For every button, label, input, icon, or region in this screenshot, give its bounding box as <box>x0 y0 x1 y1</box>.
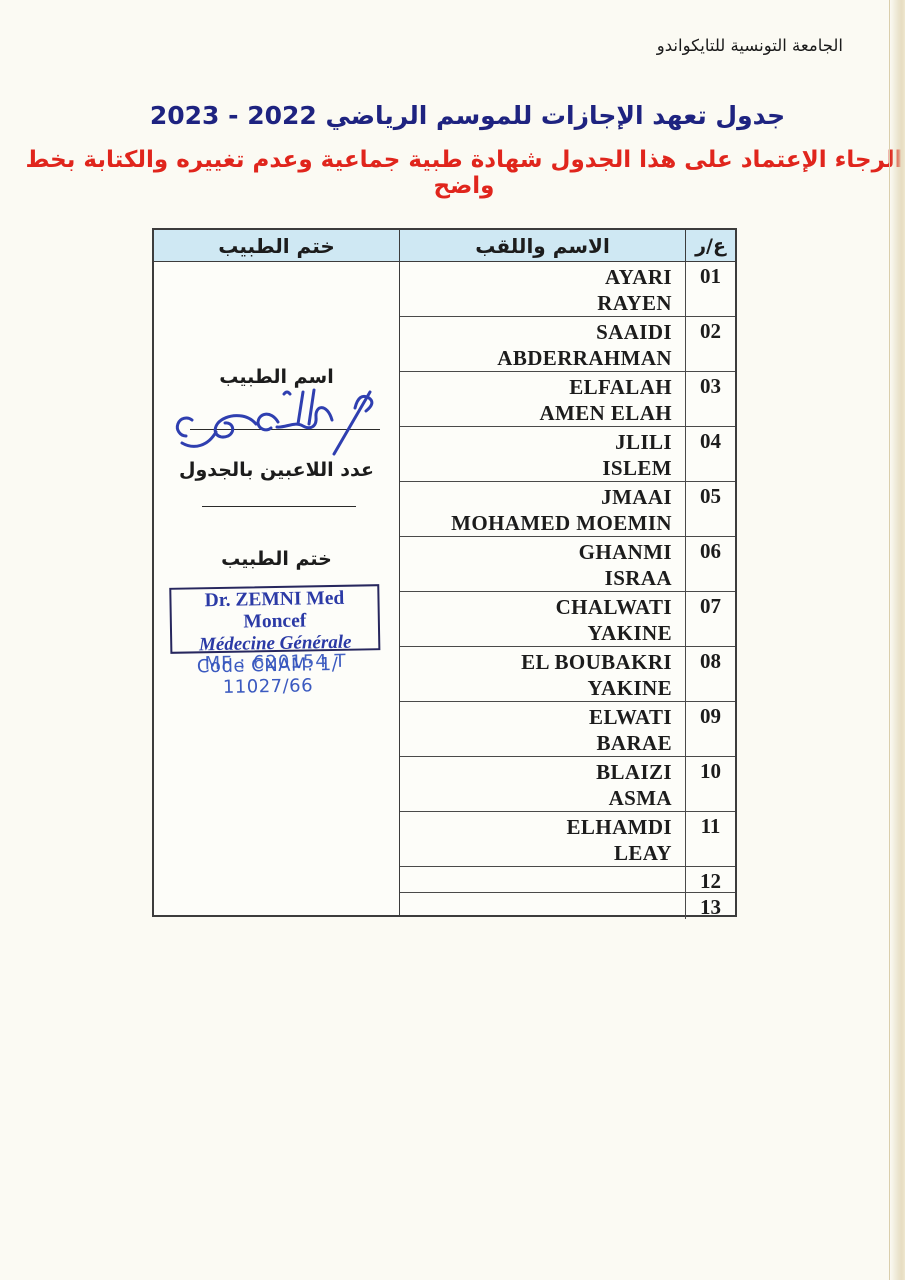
player-firstname: AMEN ELAH <box>539 401 672 425</box>
player-surname: ELHAMDI <box>566 815 672 839</box>
table-row: 13 <box>400 893 735 919</box>
doctor-stamp-column: ختم الطبيب اسم الطبيب عدد اللاعبين بالجد… <box>154 230 400 915</box>
player-surname: GHANMI <box>578 540 672 564</box>
table-header-row: الاسم واللقب ع/ر <box>400 230 735 262</box>
player-firstname: RAYEN <box>597 291 672 315</box>
player-surname: BLAIZI <box>596 760 672 784</box>
stamp-mf-number: MF : 620154 T <box>204 650 347 675</box>
row-number-cell: 11 <box>685 812 735 866</box>
player-name-cell: ELHAMDI LEAY <box>400 812 685 866</box>
row-number-cell: 09 <box>685 702 735 756</box>
stamp-doctor-name: Dr. ZEMNI Med Moncef <box>204 587 345 633</box>
player-name-cell <box>400 893 685 919</box>
table-row: ELFALAH AMEN ELAH 03 <box>400 372 735 427</box>
player-firstname: MOHAMED MOEMIN <box>451 511 672 535</box>
handwritten-signature-icon <box>175 388 374 456</box>
row-number-cell: 08 <box>685 647 735 701</box>
player-firstname: ISRAA <box>604 566 672 590</box>
player-name-cell: CHALWATI YAKINE <box>400 592 685 646</box>
row-number-cell: 06 <box>685 537 735 591</box>
doctor-panel: اسم الطبيب عدد اللاعبين بالجدول ختم الطب… <box>154 262 399 915</box>
player-name-cell: GHANMI ISRAA <box>400 537 685 591</box>
player-firstname: LEAY <box>613 841 672 865</box>
players-count-line <box>202 506 356 507</box>
col-header-number: ع/ر <box>685 230 735 262</box>
player-firstname: YAKINE <box>587 621 672 645</box>
table-row: GHANMI ISRAA 06 <box>400 537 735 592</box>
row-number-cell: 07 <box>685 592 735 646</box>
player-firstname: BARAE <box>596 731 672 755</box>
doctor-name-label: اسم الطبيب <box>219 366 334 388</box>
player-surname: EL BOUBAKRI <box>521 650 672 674</box>
page-subtitle: الرجاء الإعتماد على هذا الجدول شهادة طبي… <box>25 147 903 199</box>
doctor-stamp-box: Dr. ZEMNI Med Moncef Médecine Générale C… <box>169 584 381 698</box>
table-row: JMAAI MOHAMED MOEMIN 05 <box>400 482 735 537</box>
page-title: جدول تعهد الإجازات للموسم الرياضي 2022 -… <box>149 101 786 130</box>
table-row: BLAIZI ASMA 10 <box>400 757 735 812</box>
row-number-cell: 01 <box>685 262 735 316</box>
table-row: EL BOUBAKRI YAKINE 08 <box>400 647 735 702</box>
player-firstname: ABDERRAHMAN <box>497 346 672 370</box>
row-number-cell: 02 <box>685 317 735 371</box>
player-name-cell: ELWATI BARAE <box>400 702 685 756</box>
table-row: CHALWATI YAKINE 07 <box>400 592 735 647</box>
player-name-cell: EL BOUBAKRI YAKINE <box>400 647 685 701</box>
row-number-cell: 04 <box>685 427 735 481</box>
doctor-stamp-label: ختم الطبيب <box>221 548 332 570</box>
player-surname: ELFALAH <box>569 375 672 399</box>
license-table: ختم الطبيب اسم الطبيب عدد اللاعبين بالجد… <box>152 228 737 919</box>
row-number-cell: 05 <box>685 482 735 536</box>
table-row: AYARI RAYEN 01 <box>400 262 735 317</box>
scan-edge <box>889 0 905 1280</box>
table-row: ELWATI BARAE 09 <box>400 702 735 757</box>
player-name-cell: JLILI ISLEM <box>400 427 685 481</box>
player-surname: ELWATI <box>589 705 672 729</box>
table-row: 12 <box>400 867 735 893</box>
player-surname: JLILI <box>615 430 672 454</box>
row-number-cell: 12 <box>685 867 735 893</box>
col-header-name: الاسم واللقب <box>400 230 685 262</box>
row-number-cell: 13 <box>685 893 735 919</box>
player-name-cell: AYARI RAYEN <box>400 262 685 316</box>
player-name-cell: JMAAI MOHAMED MOEMIN <box>400 482 685 536</box>
col-header-stamp: ختم الطبيب <box>154 230 399 262</box>
players-list-column: الاسم واللقب ع/ر AYARI RAYEN 01 SAAIDI A… <box>400 230 735 919</box>
row-number-cell: 03 <box>685 372 735 426</box>
player-surname: JMAAI <box>601 485 672 509</box>
player-surname: CHALWATI <box>555 595 672 619</box>
signature-line <box>190 429 380 430</box>
player-firstname: ISLEM <box>602 456 672 480</box>
player-name-cell: SAAIDI ABDERRAHMAN <box>400 317 685 371</box>
player-surname: SAAIDI <box>596 320 672 344</box>
player-firstname: ASMA <box>608 786 672 810</box>
player-name-cell: BLAIZI ASMA <box>400 757 685 811</box>
players-count-label: عدد اللاعبين بالجدول <box>179 459 374 481</box>
player-name-cell <box>400 867 685 892</box>
table-row: SAAIDI ABDERRAHMAN 02 <box>400 317 735 372</box>
table-body: AYARI RAYEN 01 SAAIDI ABDERRAHMAN 02 ELF… <box>400 262 735 919</box>
org-title: الجامعة التونسية للتايكواندو <box>656 36 843 55</box>
table-row: ELHAMDI LEAY 11 <box>400 812 735 867</box>
player-firstname: YAKINE <box>587 676 672 700</box>
player-surname: AYARI <box>605 265 672 289</box>
doctor-stamp: Dr. ZEMNI Med Moncef Médecine Générale C… <box>163 584 386 698</box>
row-number-cell: 10 <box>685 757 735 811</box>
player-name-cell: ELFALAH AMEN ELAH <box>400 372 685 426</box>
table-row: JLILI ISLEM 04 <box>400 427 735 482</box>
